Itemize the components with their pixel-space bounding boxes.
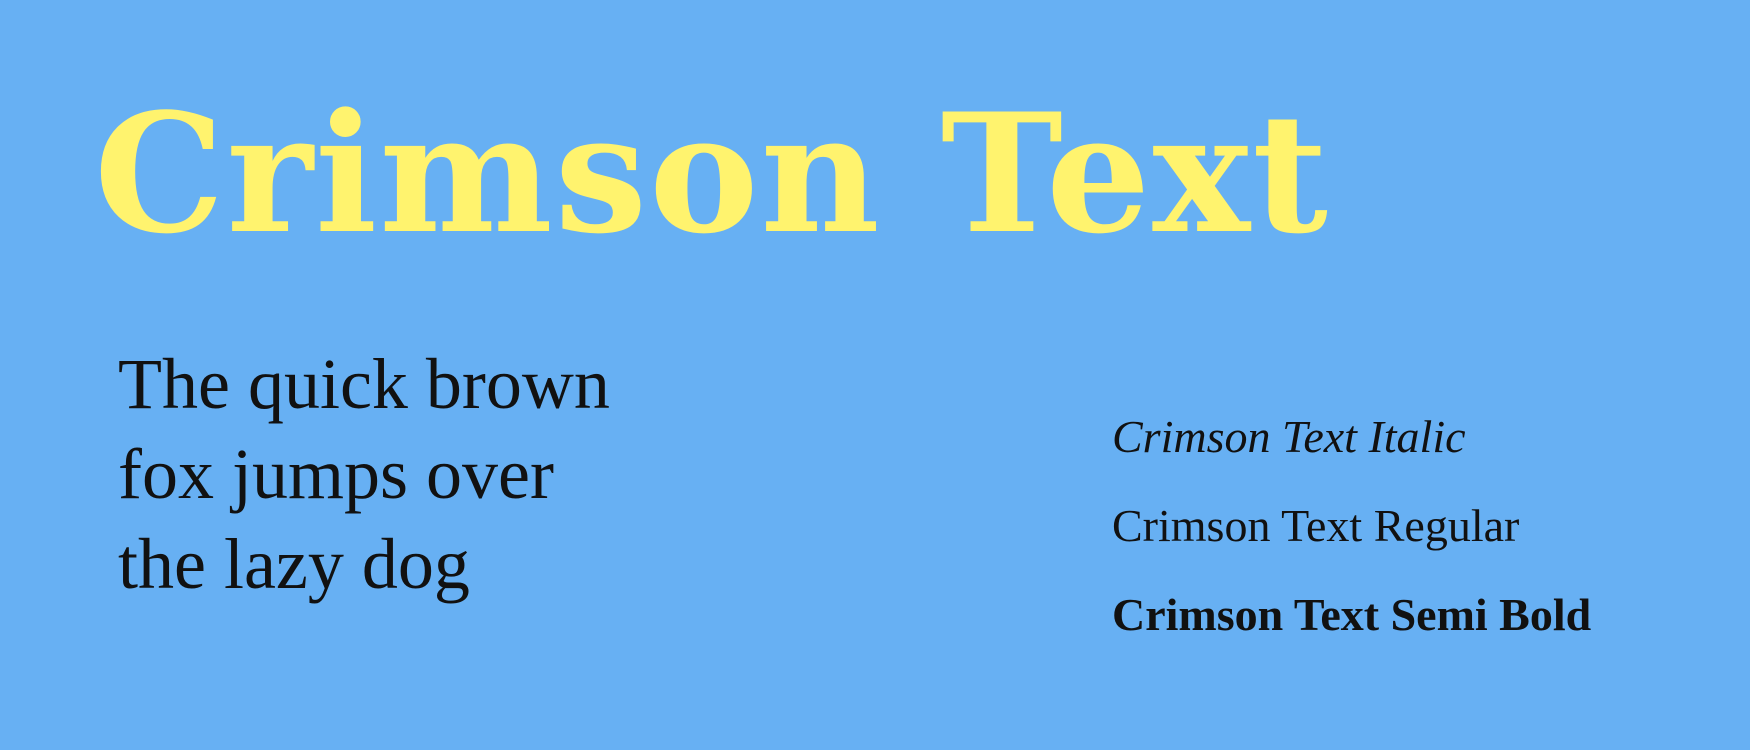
font-name-title: Crimson Text <box>94 77 1330 270</box>
pangram-line: fox jumps over <box>118 434 554 514</box>
pangram-sample: The quick brown fox jumps over the lazy … <box>118 339 610 609</box>
style-sample-semibold: Crimson Text Semi Bold <box>1112 589 1592 640</box>
pangram-line: The quick brown <box>118 344 610 424</box>
pangram-line: the lazy dog <box>118 524 470 604</box>
style-sample-regular: Crimson Text Regular <box>1112 500 1520 551</box>
style-sample-italic: Crimson Text Italic <box>1112 411 1466 462</box>
font-styles-list: Crimson Text Italic Crimson Text Regular… <box>1112 392 1591 659</box>
